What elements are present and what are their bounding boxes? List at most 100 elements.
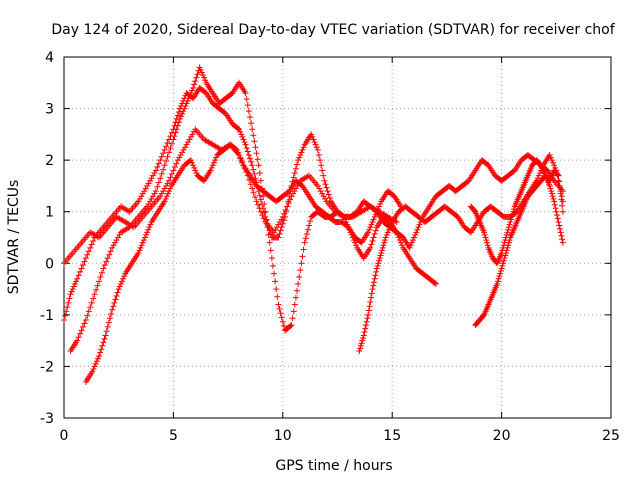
data-point bbox=[376, 255, 383, 262]
data-point bbox=[357, 342, 364, 349]
data-point bbox=[275, 301, 282, 308]
data-point bbox=[66, 295, 73, 302]
data-point bbox=[319, 167, 326, 174]
data-point bbox=[318, 162, 325, 169]
series-arc-g bbox=[467, 157, 566, 267]
data-point bbox=[503, 231, 510, 238]
data-point bbox=[67, 291, 74, 298]
series-arc-e bbox=[356, 151, 566, 354]
data-point bbox=[294, 182, 301, 189]
data-point bbox=[408, 239, 415, 246]
data-point bbox=[373, 268, 380, 275]
data-point bbox=[138, 193, 145, 200]
data-point bbox=[536, 170, 543, 177]
data-point bbox=[147, 198, 154, 205]
data-point bbox=[243, 169, 250, 176]
data-point bbox=[136, 195, 143, 202]
y-tick-label: 0 bbox=[45, 256, 54, 272]
data-point bbox=[79, 262, 86, 269]
data-point bbox=[152, 167, 159, 174]
data-point bbox=[276, 305, 283, 312]
data-point bbox=[168, 170, 175, 177]
data-point bbox=[187, 157, 194, 164]
y-tick-label: 1 bbox=[45, 205, 54, 221]
data-point bbox=[550, 159, 557, 166]
data-point bbox=[412, 231, 419, 238]
data-point bbox=[256, 170, 263, 177]
data-point bbox=[121, 273, 128, 280]
data-point bbox=[173, 126, 180, 133]
data-point bbox=[244, 148, 251, 155]
y-tick-label: -2 bbox=[40, 359, 54, 375]
data-point bbox=[164, 153, 171, 160]
data-point bbox=[163, 193, 170, 200]
data-point bbox=[271, 270, 278, 277]
data-point bbox=[144, 229, 151, 236]
data-point bbox=[242, 90, 249, 97]
data-point bbox=[360, 335, 367, 342]
data-point bbox=[191, 81, 198, 88]
data-point bbox=[508, 216, 515, 223]
data-point bbox=[399, 242, 406, 249]
data-point bbox=[208, 164, 215, 171]
data-point bbox=[167, 185, 174, 192]
data-point bbox=[166, 149, 173, 156]
data-point bbox=[210, 159, 217, 166]
data-point bbox=[369, 286, 376, 293]
data-point bbox=[409, 237, 416, 244]
x-tick-label: 10 bbox=[274, 428, 292, 444]
data-point bbox=[379, 244, 386, 251]
data-point bbox=[339, 213, 346, 220]
series-arc-f bbox=[472, 172, 566, 329]
data-point bbox=[196, 64, 203, 71]
data-point bbox=[90, 295, 97, 302]
data-point bbox=[158, 170, 165, 177]
data-point bbox=[117, 280, 124, 287]
y-tick-label: 4 bbox=[45, 50, 54, 66]
data-point bbox=[360, 332, 367, 339]
data-point bbox=[164, 180, 171, 187]
data-point bbox=[256, 192, 263, 199]
data-point bbox=[187, 133, 194, 140]
data-point bbox=[191, 164, 198, 171]
data-point bbox=[394, 231, 401, 238]
data-point bbox=[396, 237, 403, 244]
data-point bbox=[320, 193, 327, 200]
data-point bbox=[296, 154, 303, 161]
data-point bbox=[91, 363, 98, 370]
data-point bbox=[105, 319, 112, 326]
data-point bbox=[164, 139, 171, 146]
data-point bbox=[246, 155, 253, 162]
data-point bbox=[148, 195, 155, 202]
data-point bbox=[155, 179, 162, 186]
data-point bbox=[364, 315, 371, 322]
data-point bbox=[184, 139, 191, 146]
data-point bbox=[102, 332, 109, 339]
data-point bbox=[257, 177, 264, 184]
data-point bbox=[553, 208, 560, 215]
data-point bbox=[143, 231, 150, 238]
data-point bbox=[225, 142, 232, 149]
data-point bbox=[500, 242, 507, 249]
data-point bbox=[184, 97, 191, 104]
data-point bbox=[363, 318, 370, 325]
data-point bbox=[254, 156, 261, 163]
y-tick-label: 3 bbox=[45, 102, 54, 118]
data-point bbox=[170, 167, 177, 174]
data-point bbox=[145, 226, 152, 233]
data-point bbox=[300, 144, 307, 151]
data-point bbox=[87, 244, 94, 251]
data-point bbox=[358, 340, 365, 347]
data-point bbox=[201, 74, 208, 81]
data-point bbox=[176, 115, 183, 122]
data-point bbox=[316, 185, 323, 192]
data-point bbox=[89, 368, 96, 375]
data-point bbox=[367, 244, 374, 251]
data-point bbox=[139, 239, 146, 246]
data-point bbox=[114, 234, 121, 241]
data-point bbox=[326, 194, 333, 201]
data-point bbox=[82, 317, 89, 324]
data-point bbox=[190, 128, 197, 135]
x-tick-label: 5 bbox=[169, 428, 178, 444]
data-point bbox=[414, 226, 421, 233]
